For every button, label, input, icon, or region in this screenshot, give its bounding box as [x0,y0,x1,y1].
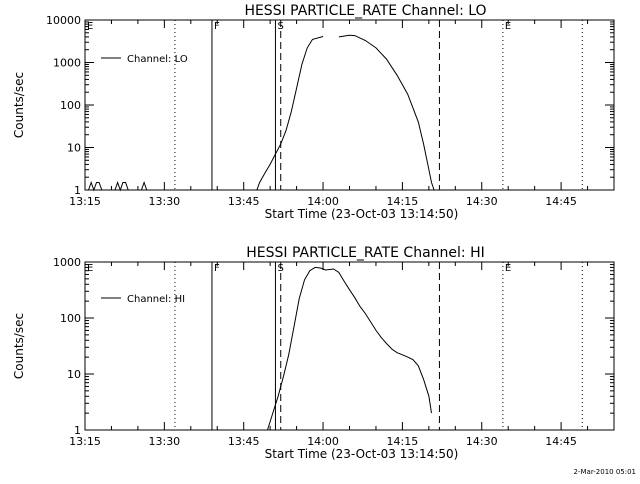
x-tick-label: 14:30 [466,195,498,208]
x-tick-label: 13:45 [228,195,260,208]
x-tick-label: 13:15 [69,195,101,208]
x-tick-label: 13:15 [69,435,101,448]
legend-entry: Channel: LO [127,54,188,65]
x-tick-label: 14:00 [307,435,339,448]
series-line [338,34,435,191]
chart-panel-2: HESSI PARTICLE_RATE Channel: HI 13:15 13:3… [12,245,615,461]
series-line [88,180,103,192]
event-marker-label: F [214,21,220,32]
y-tick-label: 10000 [46,14,81,27]
y-tick-label: 10 [67,368,81,381]
x-tick-label: 14:00 [307,195,339,208]
series-line [256,36,324,191]
x-axis-label: Start Time (23-Oct-03 13:14:50) [265,207,459,221]
y-tick-label: 1000 [53,57,81,70]
event-marker-label: E [505,21,511,32]
x-tick-label: 13:45 [228,435,260,448]
event-marker-label: E [87,263,93,274]
x-tick-label: 14:45 [545,195,577,208]
x-tick-label: 14:30 [466,435,498,448]
y-tick-label: 10 [67,142,81,155]
y-tick-label: 1 [74,184,81,197]
series-line [114,180,129,192]
y-axis-label: Counts/sec [12,72,26,138]
chart-panel-1: HESSI PARTICLE_RATE Channel: LO 13:15 13:3… [12,3,615,221]
legend-entry: Channel: HI [127,294,185,305]
footer-timestamp: 2-Mar-2010 05:01 [574,468,636,476]
x-tick-label: 13:30 [148,195,180,208]
chart-title: HESSI PARTICLE_RATE Channel: LO [244,3,486,19]
x-tick-label: 13:30 [148,435,180,448]
y-axis-label: Counts/sec [12,313,26,379]
x-tick-label: 14:45 [545,435,577,448]
plot-frame [84,19,615,191]
x-tick-label: 14:15 [387,435,419,448]
y-tick-label: 1000 [53,256,81,269]
chart-title: HESSI PARTICLE_RATE Channel: HI [246,245,484,261]
x-axis-label: Start Time (23-Oct-03 13:14:50) [265,447,459,461]
event-marker-label: E [505,263,511,274]
plot-frame [84,261,615,431]
y-tick-label: 100 [60,312,81,325]
series-line [267,266,432,431]
series-line [140,180,148,191]
event-marker-label: E [87,21,93,32]
event-marker-label: F [214,263,220,274]
y-tick-label: 1 [74,424,81,437]
x-tick-label: 14:15 [387,195,419,208]
y-tick-label: 100 [60,99,81,112]
